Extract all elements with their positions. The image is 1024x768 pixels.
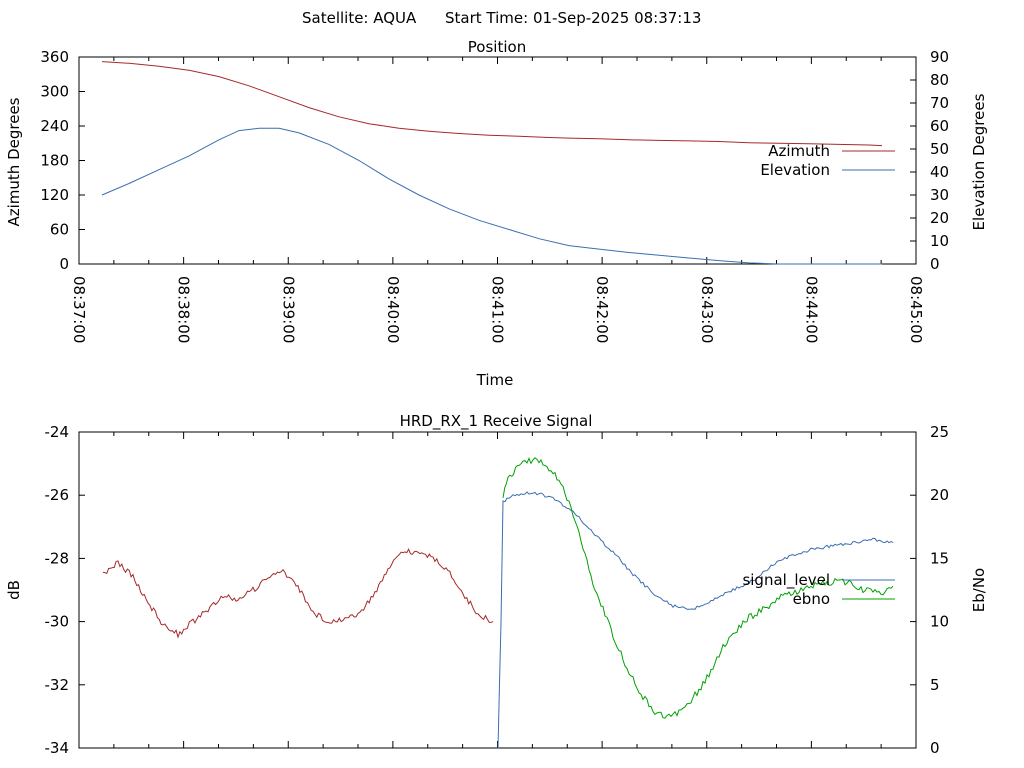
y-tick-label: 60 (50, 221, 69, 239)
y-tick-label: -34 (45, 739, 70, 757)
start-time-label: Start Time: 01-Sep-2025 08:37:13 (445, 9, 701, 27)
y2-tick-label: 10 (930, 232, 949, 250)
position-y2label: Elevation Degrees (970, 93, 988, 230)
y2-tick-label: 90 (930, 48, 949, 66)
position-title: Position (468, 38, 526, 56)
y2-tick-label: 10 (930, 613, 949, 631)
y-tick-label: 360 (40, 48, 69, 66)
x-tick-label: 08:37:00 (70, 276, 88, 343)
signal-title: HRD_RX_1 Receive Signal (400, 412, 593, 431)
y2-tick-label: 80 (930, 71, 949, 89)
position-legend: Azimuth Elevation (760, 142, 895, 179)
y2-tick-label: 20 (930, 486, 949, 504)
y2-tick-label: 20 (930, 209, 949, 227)
series-line-azimuth-cont- (568, 137, 883, 147)
y-tick-label: -32 (45, 676, 70, 694)
x-tick-label: 08:38:00 (175, 276, 193, 343)
legend-elevation-label: Elevation (760, 161, 830, 179)
y-tick-label: 120 (40, 186, 69, 204)
y2-tick-label: 30 (930, 186, 949, 204)
series-line-signal-level-pre-aos- (102, 548, 494, 639)
y-tick-label: -26 (45, 486, 70, 504)
x-tick-label: 08:45:00 (907, 276, 925, 343)
x-tick-label: 08:39:00 (279, 276, 297, 343)
legend-signal-level-label: signal_level (742, 571, 830, 590)
y-tick-label: 300 (40, 83, 69, 101)
series-line-ebno (502, 457, 894, 719)
y2-tick-label: 5 (930, 676, 940, 694)
y2-tick-label: 25 (930, 423, 949, 441)
series-line-azimuth (101, 61, 570, 139)
series-line-elevation (101, 127, 570, 247)
y-tick-label: 0 (59, 255, 69, 273)
y2-tick-label: 0 (930, 739, 940, 757)
position-chart: Position 0 60 120 180 240 300 360 0 10 20 30 40 50 6… (5, 38, 988, 389)
y2-tick-label: 0 (930, 255, 940, 273)
receive-signal-chart: HRD_RX_1 Receive Signal -34 -32 -30 -28 -26 -… (5, 412, 988, 757)
y-tick-label: 180 (40, 152, 69, 170)
legend-azimuth-label: Azimuth (768, 142, 830, 160)
x-tick-label: 08:44:00 (802, 276, 820, 343)
x-tick-label: 08:41:00 (489, 276, 507, 343)
satellite-label: Satellite: AQUA (302, 9, 417, 27)
position-xlabel: Time (476, 371, 514, 389)
signal-legend: signal_level ebno (742, 571, 895, 608)
position-ylabel: Azimuth Degrees (5, 97, 23, 226)
y2-tick-label: 60 (930, 117, 949, 135)
y2-tick-label: 50 (930, 140, 949, 158)
y-tick-label: -30 (45, 613, 70, 631)
signal-plot-frame (78, 431, 917, 749)
y-tick-label: 240 (40, 117, 69, 135)
legend-ebno-label: ebno (793, 590, 830, 608)
signal-ylabel: dB (5, 580, 23, 600)
x-tick-label: 08:40:00 (384, 276, 402, 343)
y2-tick-label: 70 (930, 94, 949, 112)
y-tick-label: -24 (45, 423, 70, 441)
y-tick-label: -28 (45, 549, 70, 567)
series-line-elevation-cont- (568, 245, 882, 265)
signal-y2label: Eb/No (970, 568, 988, 612)
x-tick-label: 08:43:00 (698, 276, 716, 343)
y2-tick-label: 15 (930, 549, 949, 567)
x-tick-label: 08:42:00 (593, 276, 611, 343)
y2-tick-label: 40 (930, 163, 949, 181)
series-line-signal-level (497, 491, 894, 749)
